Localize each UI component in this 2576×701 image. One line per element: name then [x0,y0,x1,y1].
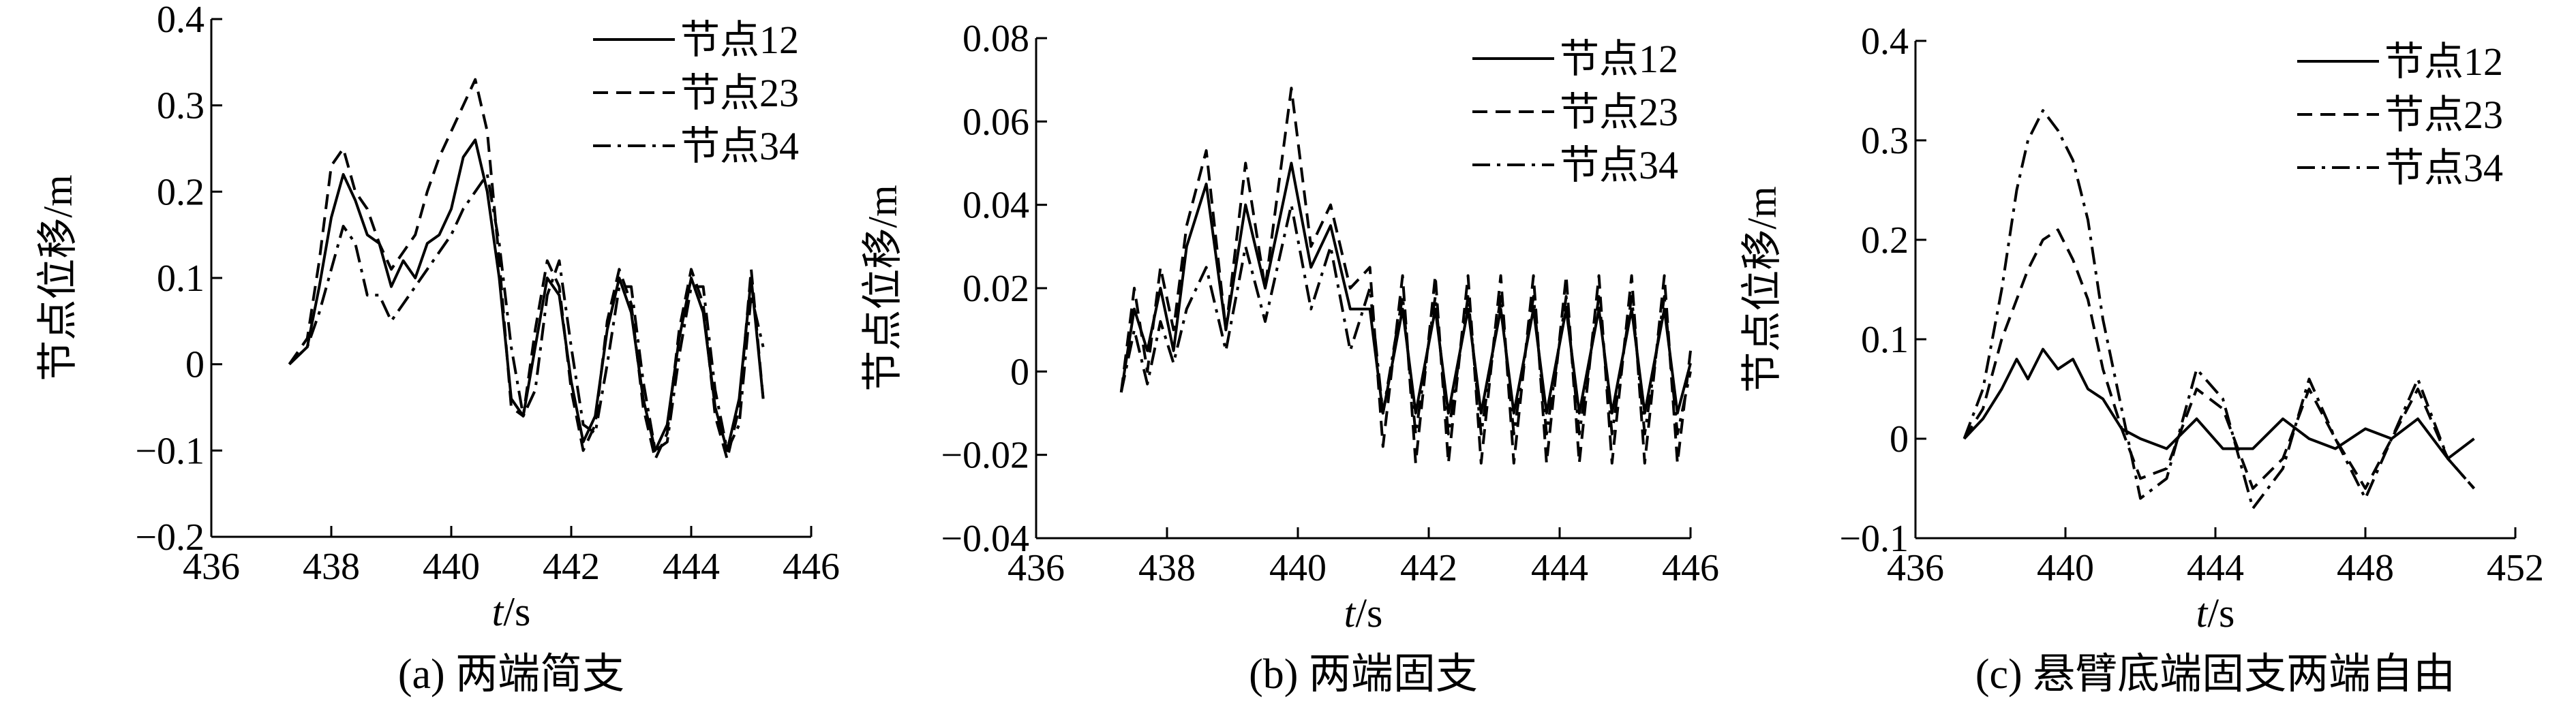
x-tick-label: 446 [1662,547,1719,589]
chart-panel-1: −0.2 −0.1 0 0.1 0.2 0.3 0.4 436 438 440 442 444 446 t… [35,0,840,698]
x-axis-label: t/s [492,589,531,634]
x-tick-label: 436 [1887,547,1944,589]
y-axis-label: 节点位移/m [860,185,905,391]
x-tick-label: 438 [303,546,360,588]
y-tick-label: 0.3 [157,85,204,127]
series-line-节点23 [1963,228,2476,490]
x-tick-label: 446 [783,546,840,588]
x-tick-label: 444 [1531,547,1588,589]
y-tick-label: −0.02 [941,435,1029,477]
y-tick-label: 0.1 [157,258,204,300]
chart-panel-2: −0.04 −0.02 0 0.02 0.04 0.06 0.08 436 438 440 442 4… [860,18,1719,698]
series-line-节点34 [1119,203,1692,436]
y-tick-label: 0.04 [963,185,1029,227]
panel-caption: (a) 两端简支 [398,651,624,698]
legend-label: 节点34 [680,124,799,168]
y-tick-label: 0 [1010,351,1029,393]
y-tick-label: 0.06 [963,101,1029,143]
x-tick-label: 440 [423,546,480,588]
y-tick-label: 0.1 [1861,319,1909,361]
series-line-节点34 [1963,109,2476,510]
legend-label: 节点23 [1560,90,1678,134]
series-line-节点23 [288,78,765,461]
series-line-节点12 [288,138,765,452]
y-tick-label: −0.1 [1839,518,1909,560]
y-tick-label: −0.04 [941,518,1029,560]
legend-label: 节点12 [1560,37,1678,81]
series-line-节点34 [288,173,765,452]
x-tick-label: 438 [1138,547,1196,589]
series-line-节点12 [1963,347,2475,461]
x-tick-label: 440 [1269,547,1327,589]
series-line-节点23 [1119,87,1692,465]
y-tick-label: 0.08 [963,18,1029,60]
x-tick-label: 436 [183,546,240,588]
y-axis-label: 节点位移/m [35,174,80,381]
x-axis-label: t/s [2196,591,2235,636]
x-tick-label: 444 [663,546,720,588]
y-tick-label: −0.1 [135,430,204,472]
y-tick-label: −0.2 [135,516,204,559]
legend-label: 节点34 [1560,143,1678,187]
y-tick-label: 0.2 [1861,219,1909,262]
panel-caption: (b) 两端固支 [1249,651,1478,698]
legend-label: 节点23 [2384,93,2503,137]
y-tick-label: 0.4 [1861,20,1909,63]
y-tick-label: 0 [185,344,204,386]
y-tick-label: 0.4 [157,0,204,41]
x-tick-label: 436 [1007,547,1065,589]
y-tick-label: 0.3 [1861,120,1909,162]
legend-label: 节点23 [680,71,799,115]
y-tick-label: 0 [1890,418,1909,461]
x-tick-label: 448 [2337,547,2394,589]
x-tick-label: 452 [2487,547,2544,589]
x-tick-label: 440 [2037,547,2094,589]
legend-label: 节点12 [2384,40,2503,84]
panel-caption: (c) 悬臂底端固支两端自由 [1975,651,2455,698]
y-axis-label: 节点位移/m [1740,186,1785,392]
legend-label: 节点34 [2384,146,2503,190]
x-tick-label: 444 [2187,547,2244,589]
x-axis-label: t/s [1344,591,1383,636]
y-tick-label: 0.02 [963,268,1029,310]
chart-panel-3: −0.1 0 0.1 0.2 0.3 0.4 436 440 444 448 452 t/s 节点位移/… [1740,20,2544,698]
legend-label: 节点12 [680,18,799,62]
x-tick-label: 442 [1400,547,1457,589]
x-tick-label: 442 [543,546,600,588]
y-tick-label: 0.2 [157,171,204,213]
